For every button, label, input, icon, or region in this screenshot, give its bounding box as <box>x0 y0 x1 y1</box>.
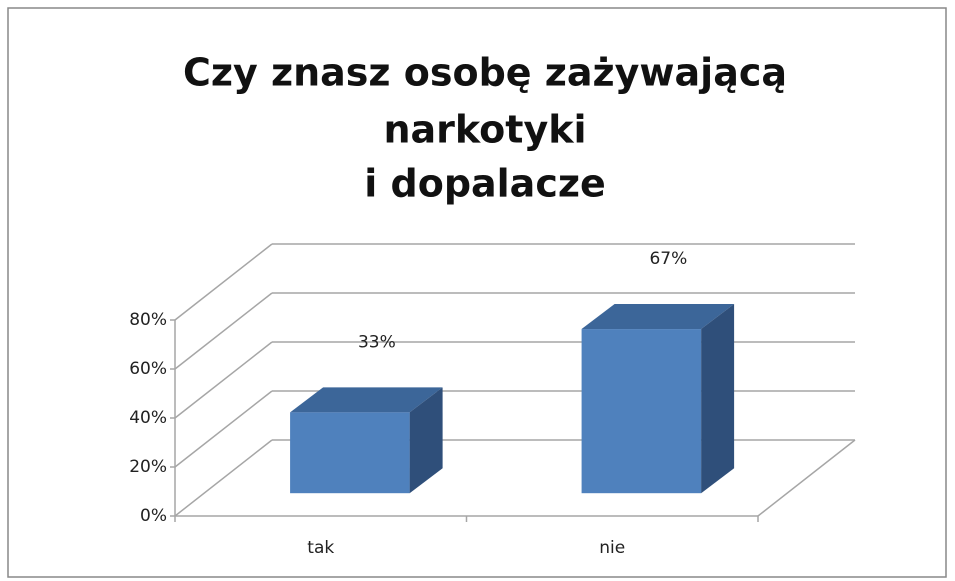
y-tick-label: 60% <box>129 359 167 379</box>
data-label: 33% <box>358 332 396 352</box>
chart-title: i dopalacze <box>364 162 606 206</box>
bar-side <box>701 304 735 494</box>
grid-line <box>174 390 273 468</box>
x-tick-label: nie <box>599 538 625 558</box>
grid-line <box>174 292 273 370</box>
grid-line <box>174 341 273 419</box>
y-tick-label: 40% <box>129 408 167 428</box>
data-label: 67% <box>649 249 687 269</box>
chart-title: Czy znasz osobę zażywającą <box>183 51 787 95</box>
y-tick-label: 20% <box>129 457 167 477</box>
bar-side <box>409 387 443 494</box>
floor-edge <box>757 439 856 517</box>
chart-title: narkotyki <box>383 108 586 152</box>
bar-top <box>290 387 443 413</box>
y-tick-label: 80% <box>129 310 167 330</box>
grid-line <box>174 439 273 517</box>
bar <box>581 329 702 494</box>
x-tick-label: tak <box>307 538 334 558</box>
y-tick-label: 0% <box>140 506 167 526</box>
bar <box>290 412 410 494</box>
bar-top <box>581 304 735 330</box>
grid-line <box>174 243 273 321</box>
